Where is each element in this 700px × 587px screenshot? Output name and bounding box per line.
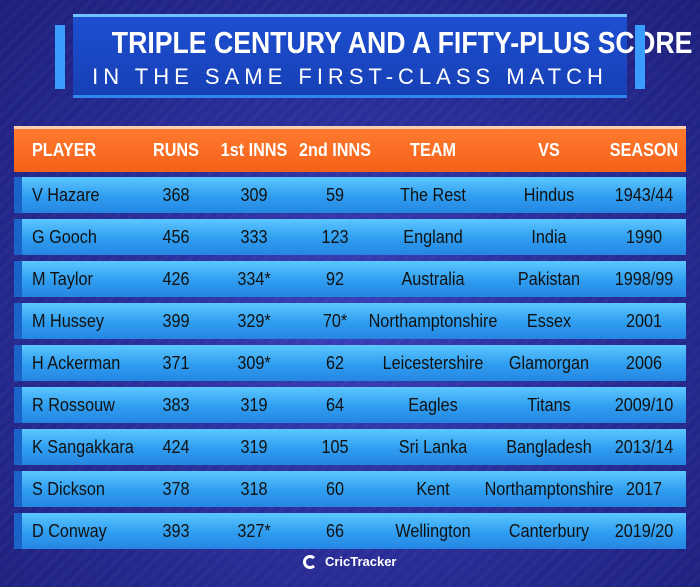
- cell-season: 2006: [625, 353, 663, 373]
- table-row: D Conway 393 327* 66 Wellington Canterbu…: [14, 513, 686, 549]
- cell-vs: Pakistan: [517, 269, 581, 289]
- cell-2nd-inns: 59: [325, 185, 345, 205]
- cell-1st-inns: 319: [240, 395, 268, 415]
- cell-team: Sri Lanka: [398, 437, 468, 457]
- cell-2nd-inns: 70*: [322, 311, 348, 331]
- cell-player: M Hussey: [32, 311, 105, 331]
- cell-player: V Hazare: [32, 185, 100, 205]
- cell-player: K Sangakkara: [32, 437, 134, 457]
- cell-team: Northamptonshire: [368, 311, 498, 331]
- cell-team: Leicestershire: [382, 353, 484, 373]
- cell-player: S Dickson: [32, 479, 105, 499]
- table-row: V Hazare 368 309 59 The Rest Hindus 1943…: [14, 177, 686, 213]
- cell-2nd-inns: 60: [325, 479, 345, 499]
- cell-2nd-inns: 123: [321, 227, 349, 247]
- cell-player: D Conway: [32, 521, 107, 541]
- cell-2nd-inns: 66: [325, 521, 345, 541]
- page-subtitle: IN THE SAME FIRST-CLASS MATCH: [92, 64, 608, 89]
- cell-runs: 383: [162, 395, 190, 415]
- cell-runs: 393: [162, 521, 190, 541]
- cell-runs: 378: [162, 479, 190, 499]
- cell-1st-inns: 333: [240, 227, 268, 247]
- cell-team: Australia: [401, 269, 465, 289]
- cell-team: England: [403, 227, 463, 247]
- header-vs: VS: [538, 140, 560, 160]
- cell-team: Kent: [416, 479, 450, 499]
- header-2nd-inns: 2nd INNS: [298, 140, 371, 160]
- stats-table: PLAYER RUNS 1st INNS 2nd INNS TEAM VS SE…: [14, 126, 686, 555]
- cell-1st-inns: 309*: [237, 353, 271, 373]
- cell-2nd-inns: 105: [321, 437, 349, 457]
- cell-1st-inns: 329*: [237, 311, 271, 331]
- cell-season: 2019/20: [614, 521, 674, 541]
- cell-season: 1998/99: [614, 269, 674, 289]
- header-player: PLAYER: [32, 140, 97, 160]
- cell-season: 1943/44: [614, 185, 674, 205]
- cell-vs: Hindus: [523, 185, 575, 205]
- table-row: R Rossouw 383 319 64 Eagles Titans 2009/…: [14, 387, 686, 423]
- cell-vs: Titans: [527, 395, 571, 415]
- cell-vs: Glamorgan: [508, 353, 590, 373]
- cell-1st-inns: 309: [240, 185, 268, 205]
- table-row: K Sangakkara 424 319 105 Sri Lanka Bangl…: [14, 429, 686, 465]
- cell-vs: Bangladesh: [506, 437, 592, 457]
- table-row: M Hussey 399 329* 70* Northamptonshire E…: [14, 303, 686, 339]
- table-row: S Dickson 378 318 60 Kent Northamptonshi…: [14, 471, 686, 507]
- cell-vs: Essex: [526, 311, 572, 331]
- cell-team: The Rest: [400, 185, 466, 205]
- cell-team: Wellington: [395, 521, 471, 541]
- cell-1st-inns: 327*: [237, 521, 271, 541]
- header-runs: RUNS: [153, 140, 199, 160]
- cell-vs: India: [531, 227, 567, 247]
- header-team: TEAM: [410, 140, 456, 160]
- brand-name: CricTracker: [324, 554, 397, 570]
- table-row: H Ackerman 371 309* 62 Leicestershire Gl…: [14, 345, 686, 381]
- cell-runs: 424: [162, 437, 190, 457]
- cell-runs: 426: [162, 269, 190, 289]
- table-header-row: PLAYER RUNS 1st INNS 2nd INNS TEAM VS SE…: [14, 126, 686, 172]
- cell-season: 2013/14: [614, 437, 674, 457]
- cell-season: 2001: [625, 311, 663, 331]
- cell-player: M Taylor: [32, 269, 93, 289]
- cell-runs: 399: [162, 311, 190, 331]
- cell-player: R Rossouw: [32, 395, 115, 415]
- page-title: TRIPLE CENTURY AND A FIFTY-PLUS SCORE: [111, 25, 693, 60]
- cell-1st-inns: 318: [240, 479, 268, 499]
- table-row: G Gooch 456 333 123 England India 1990: [14, 219, 686, 255]
- title-banner: TRIPLE CENTURY AND A FIFTY-PLUS SCORE IN…: [55, 14, 693, 98]
- cell-runs: 456: [162, 227, 190, 247]
- cell-season: 2017: [625, 479, 663, 499]
- cell-runs: 371: [162, 353, 190, 373]
- cell-team: Eagles: [408, 395, 458, 415]
- header-season: SEASON: [609, 140, 679, 160]
- footer: CricTracker: [0, 553, 700, 575]
- cell-1st-inns: 334*: [237, 269, 271, 289]
- cell-player: G Gooch: [32, 227, 97, 247]
- cell-2nd-inns: 62: [325, 353, 345, 373]
- crictracker-logo-icon: [303, 554, 318, 569]
- cell-season: 1990: [625, 227, 663, 247]
- cell-player: H Ackerman: [32, 353, 121, 373]
- cell-vs: Northamptonshire: [484, 479, 614, 499]
- cell-runs: 368: [162, 185, 190, 205]
- cell-2nd-inns: 92: [325, 269, 345, 289]
- table-row: M Taylor 426 334* 92 Australia Pakistan …: [14, 261, 686, 297]
- cell-season: 2009/10: [614, 395, 674, 415]
- cell-2nd-inns: 64: [325, 395, 345, 415]
- cell-1st-inns: 319: [240, 437, 268, 457]
- header-1st-inns: 1st INNS: [220, 140, 288, 160]
- cell-vs: Canterbury: [508, 521, 590, 541]
